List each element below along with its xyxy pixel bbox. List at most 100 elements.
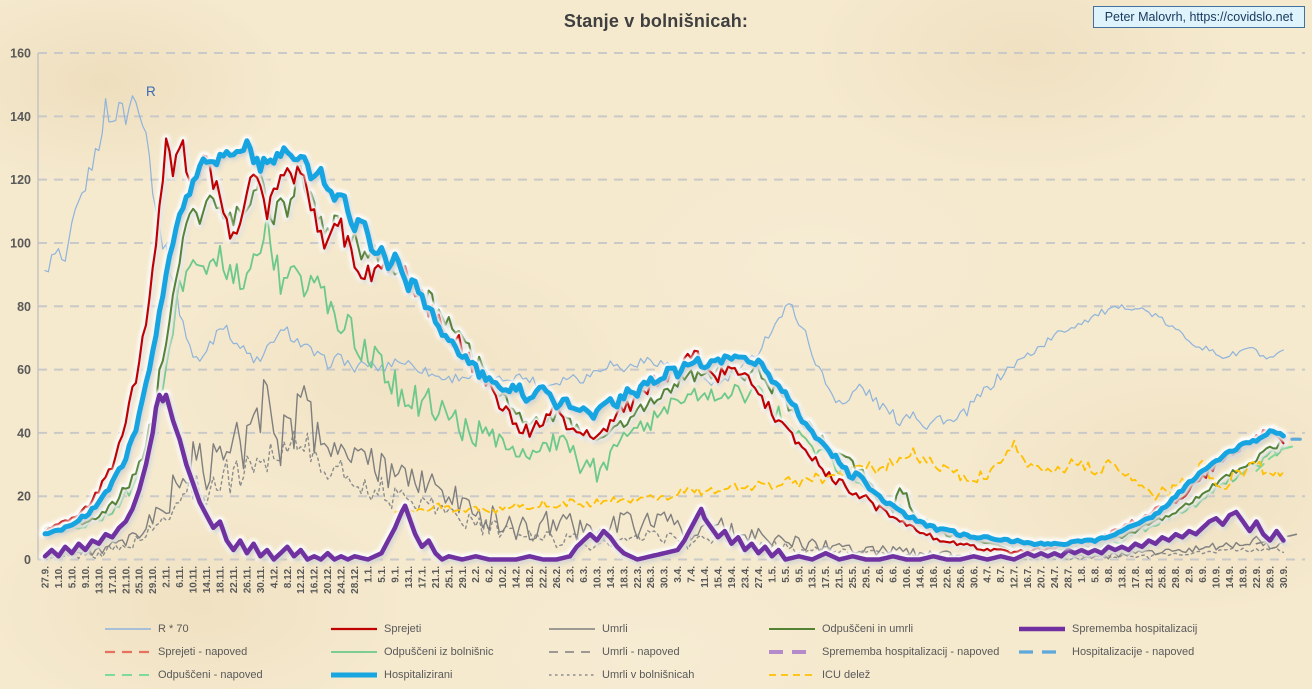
y-tick-label: 20 — [17, 490, 31, 504]
x-tick-label: 29.10. — [148, 566, 159, 594]
series-odpusceni_napoved-line — [1255, 444, 1298, 472]
x-tick-label: 6.6. — [889, 566, 900, 583]
x-tick-label: 21.5. — [835, 566, 846, 588]
legend-item-umrli_v_bolnisnicah[interactable]: Umrli v bolnišnicah — [548, 669, 768, 681]
legend-marker-sprejeti_napoved — [105, 650, 151, 653]
legend-item-sprejeti_napoved[interactable]: Sprejeti - napoved — [104, 646, 330, 658]
legend-marker-odpusceni_napoved — [105, 673, 151, 676]
legend-item-sprememba_napoved[interactable]: Sprememba hospitalizacij - napoved — [768, 646, 1018, 658]
x-tick-label: 5.1. — [377, 566, 388, 583]
x-tick-label: 30.3. — [660, 566, 671, 588]
legend-item-r70[interactable]: R * 70 — [104, 623, 330, 635]
x-tick-label: 14.11. — [202, 566, 213, 593]
x-tick-label: 12.7. — [1010, 566, 1021, 588]
legend-marker-umrli_napoved — [549, 650, 595, 653]
x-tick-label: 22.2. — [539, 566, 550, 588]
x-tick-label: 18.9. — [1238, 566, 1249, 588]
x-tick-label: 3.4. — [673, 566, 684, 583]
legend-item-sprejeti[interactable]: Sprejeti — [330, 623, 548, 635]
x-tick-label: 2.11. — [162, 566, 173, 588]
x-tick-label: 4.7. — [983, 566, 994, 583]
x-tick-label: 18.2. — [525, 566, 536, 588]
legend-label: Umrli — [602, 622, 628, 635]
r-annotation: R — [146, 84, 156, 99]
x-tick-label: 28.12. — [350, 566, 361, 594]
series-icu_delez-line — [394, 439, 1285, 514]
series-sprememba_hospitalizacij-line — [42, 392, 1286, 562]
x-tick-label: 26.11. — [242, 566, 253, 593]
legend-label: Sprememba hospitalizacij - napoved — [822, 645, 1000, 658]
x-tick-label: 6.9. — [1198, 566, 1209, 583]
x-tick-label: 10.11. — [189, 566, 200, 593]
legend-label: Sprejeti — [384, 622, 422, 635]
chart-title: Stanje v bolnišnicah: — [563, 11, 749, 31]
x-tick-label: 25.5. — [848, 566, 859, 588]
x-tick-label: 11.4. — [700, 566, 711, 588]
legend-marker-hospitalizirani — [331, 672, 377, 677]
x-tick-label: 9.10. — [81, 566, 92, 588]
legend-marker-icu_delez — [769, 673, 815, 676]
x-tick-label: 26.6. — [956, 566, 967, 588]
legend-marker-umrli — [549, 627, 595, 630]
x-tick-label: 10.3. — [592, 566, 603, 588]
x-tick-label: 21.8. — [1144, 566, 1155, 588]
x-tick-label: 20.7. — [1037, 566, 1048, 588]
x-tick-label: 16.12. — [310, 566, 321, 594]
legend-item-umrli[interactable]: Umrli — [548, 623, 768, 635]
y-axis-labels: 0 20 40 60 80 100 120 140 160 — [10, 47, 31, 567]
x-tick-label: 14.3. — [606, 566, 617, 588]
x-tick-label: 18.3. — [619, 566, 630, 588]
x-tick-label: 18.11. — [215, 566, 226, 593]
x-tick-label: 9.8. — [1104, 566, 1115, 583]
legend-item-odpusceni_napoved[interactable]: Odpuščeni - napoved — [104, 669, 330, 681]
x-tick-label: 29.8. — [1171, 566, 1182, 588]
x-tick-label: 21.10. — [121, 566, 132, 594]
legend-label: R * 70 — [158, 622, 189, 635]
x-tick-label: 28.7. — [1063, 566, 1074, 588]
x-tick-label: 13.1. — [404, 566, 415, 588]
legend-item-umrli_napoved[interactable]: Umrli - napoved — [548, 646, 768, 658]
legend-item-odpusceni_iz_bolnisnic[interactable]: Odpuščeni iz bolnišnic — [330, 646, 548, 658]
legend-label: Sprememba hospitalizacij — [1072, 622, 1198, 635]
legend-item-sprememba_hospitalizacij[interactable]: Sprememba hospitalizacij — [1018, 623, 1248, 635]
x-tick-label: 25.1. — [444, 566, 455, 588]
legend-item-hospitalizacije_napoved[interactable]: Hospitalizacije - napoved — [1018, 646, 1248, 658]
x-tick-label: 5.5. — [781, 566, 792, 583]
legend-label: Hospitalizacije - napoved — [1072, 645, 1195, 658]
legend-item-odpusceni_in_umrli[interactable]: Odpuščeni in umrli — [768, 623, 1018, 635]
legend-marker-sprejeti — [331, 627, 377, 630]
x-tick-label: 13.5. — [808, 566, 819, 588]
x-tick-label: 6.3. — [579, 566, 590, 583]
legend-label: Umrli - napoved — [602, 645, 680, 658]
y-tick-label: 120 — [10, 173, 31, 187]
x-tick-label: 1.10. — [54, 566, 65, 588]
x-tick-label: 24.7. — [1050, 566, 1061, 588]
x-tick-label: 1.1. — [364, 566, 375, 583]
x-tick-label: 12.12. — [296, 566, 307, 594]
x-tick-label: 17.5. — [821, 566, 832, 588]
x-tick-label: 24.12. — [337, 566, 348, 594]
x-tick-label: 29.5. — [862, 566, 873, 588]
x-tick-label: 27.9. — [41, 566, 52, 588]
x-tick-label: 25.10. — [135, 566, 146, 594]
x-tick-label: 9.5. — [794, 566, 805, 583]
x-tick-label: 18.6. — [929, 566, 940, 588]
legend-marker-hospitalizacije_napoved — [1019, 649, 1065, 654]
x-tick-label: 17.8. — [1131, 566, 1142, 588]
legend-label: Hospitalizirani — [384, 668, 453, 681]
legend-marker-r70 — [105, 627, 151, 630]
legend-item-hospitalizirani[interactable]: Hospitalizirani — [330, 669, 548, 681]
x-tick-label: 19.4. — [727, 566, 738, 588]
x-tick-label: 15.4. — [714, 566, 725, 588]
legend-label: Odpuščeni - napoved — [158, 668, 263, 681]
x-tick-label: 21.1. — [431, 566, 442, 588]
x-tick-label: 2.9. — [1185, 566, 1196, 583]
y-tick-label: 60 — [17, 363, 31, 377]
y-tick-label: 40 — [17, 426, 31, 440]
legend-marker-odpusceni_iz_bolnisnic — [331, 650, 377, 653]
x-tick-label: 27.4. — [754, 566, 765, 588]
x-tick-label: 26.9. — [1265, 566, 1276, 588]
legend-item-icu_delez[interactable]: ICU delež — [768, 669, 1018, 681]
x-tick-label: 13.10. — [94, 566, 105, 594]
